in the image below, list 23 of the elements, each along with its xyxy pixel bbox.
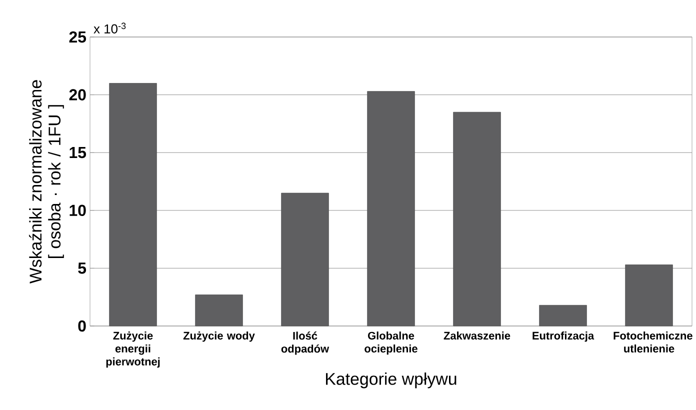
- y-tick-label: 5: [78, 262, 86, 274]
- y-tick-label: 15: [70, 147, 86, 158]
- y-axis-title: Wskaźniki znormalizowane [ osoba · rok / 1FU ]: [28, 80, 64, 284]
- y-tick-label: 0: [78, 320, 86, 332]
- bar: [195, 294, 243, 326]
- x-tick-label: Zużycie wody: [183, 332, 255, 342]
- y-tick-label: 20: [69, 89, 86, 100]
- y-tick-label: 25: [69, 31, 86, 43]
- bar: [109, 83, 157, 326]
- x-tick-label: Zużycie energii pierwotnej: [106, 332, 160, 368]
- bar: [367, 91, 415, 326]
- x-tick-label: Fotochemiczne utlenienie: [614, 332, 692, 353]
- x-tick-label: Eutrofizacja: [532, 332, 594, 342]
- x-axis-title: Kategorie wpływu: [326, 372, 456, 388]
- bar: [453, 112, 501, 326]
- x-tick-label: Zakwaszenie: [444, 332, 510, 340]
- text: x 10$^{-3}$: [94, 22, 126, 34]
- x-tick-label: Globalne ocieplenie: [364, 332, 418, 355]
- bar: [539, 304, 587, 326]
- bar: [625, 264, 673, 326]
- y-tick-label: 10: [70, 204, 86, 216]
- bar: [281, 192, 329, 326]
- x-tick-label: Ilość odpadów: [281, 332, 330, 355]
